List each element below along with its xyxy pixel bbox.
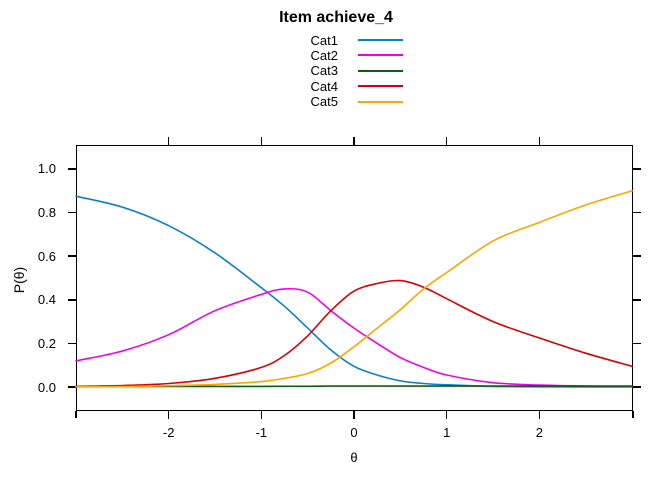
- x-tick-top: [538, 137, 541, 145]
- y-tick-label: 0.8: [37, 205, 56, 221]
- y-tick-right: [633, 386, 641, 388]
- y-tick-right: [633, 255, 641, 257]
- x-tick-label: -1: [255, 425, 268, 440]
- legend-line-cat4: [358, 85, 403, 88]
- y-tick-left: [68, 386, 76, 388]
- y-tick-label: 0.0: [37, 379, 56, 395]
- legend-line-cat3: [358, 69, 403, 72]
- legend-line-cat2: [358, 54, 403, 57]
- legend-line-cat1: [358, 39, 403, 41]
- legend-label-cat3: Cat3: [310, 63, 338, 79]
- x-tick-top: [353, 137, 355, 145]
- x-tick-bottom: [538, 411, 541, 419]
- legend-label-cat4: Cat4: [310, 78, 338, 94]
- y-tick-right: [633, 342, 641, 345]
- y-tick-right: [633, 168, 641, 170]
- x-tick-bottom: [445, 411, 448, 419]
- y-tick-right: [633, 299, 641, 301]
- y-tick-label: 0.2: [37, 335, 56, 351]
- y-axis-label: P(θ): [11, 266, 27, 294]
- legend-label-cat5: Cat5: [310, 94, 338, 110]
- x-tick-bottom: [260, 411, 263, 419]
- x-tick-top: [167, 137, 170, 145]
- legend-label-cat1: Cat1: [310, 32, 338, 48]
- plot-frame: [76, 145, 633, 411]
- x-tick-bottom: [167, 411, 170, 419]
- x-tick-label: 0: [350, 425, 358, 440]
- y-tick-label: 0.4: [37, 292, 56, 308]
- legend-line-cat5: [358, 100, 403, 103]
- y-tick-label: 1.0: [37, 161, 56, 177]
- x-tick-top: [260, 137, 263, 145]
- x-tick-top: [445, 137, 448, 145]
- y-tick-left: [68, 299, 76, 301]
- x-axis-end-tick: [632, 411, 634, 418]
- x-tick-bottom: [353, 411, 355, 419]
- y-tick-left: [68, 211, 76, 214]
- y-tick-right: [633, 211, 641, 214]
- y-tick-label: 0.6: [37, 248, 56, 264]
- x-axis-end-tick: [75, 411, 77, 418]
- y-tick-left: [68, 342, 76, 345]
- y-tick-left: [68, 255, 76, 257]
- x-tick-label: 1: [443, 425, 451, 440]
- chart-title: Item achieve_4: [279, 9, 393, 26]
- x-tick-label: -2: [162, 425, 175, 440]
- x-axis-label: θ: [350, 450, 358, 465]
- legend-label-cat2: Cat2: [310, 47, 338, 63]
- x-tick-label: 2: [535, 425, 543, 440]
- y-tick-left: [68, 168, 76, 170]
